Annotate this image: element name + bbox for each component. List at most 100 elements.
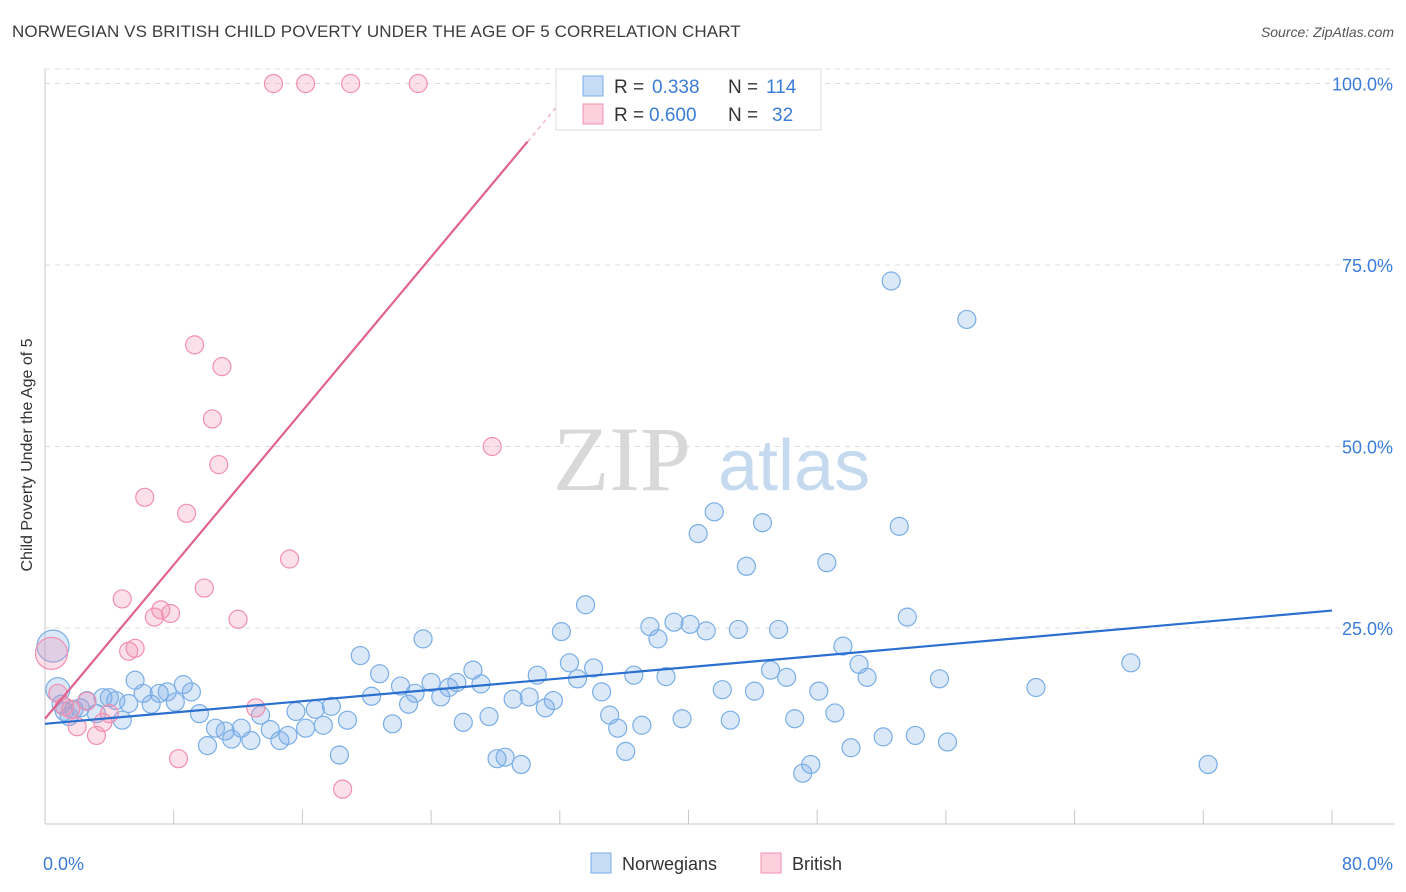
- point-british: [160, 603, 181, 624]
- point-norwegian: [648, 629, 668, 649]
- trend-line-norwegians: [44, 609, 1333, 725]
- point-norwegian: [857, 667, 877, 687]
- point-norwegian: [197, 735, 218, 756]
- point-british: [185, 335, 205, 355]
- point-british: [77, 691, 97, 711]
- point-norwegian: [543, 690, 563, 711]
- point-norwegian: [696, 621, 716, 641]
- point-norwegian: [421, 672, 441, 693]
- watermark-zip: ZIP: [553, 408, 691, 510]
- point-norwegian: [222, 729, 242, 749]
- point-norwegian: [583, 658, 604, 678]
- series-legend-swatch-british[interactable]: [760, 852, 782, 874]
- trend-lines: [44, 75, 1333, 725]
- point-norwegian: [487, 749, 507, 769]
- y-tick-label: 50.0%: [1342, 438, 1393, 458]
- point-norwegian: [286, 701, 306, 722]
- x-tick-label: 0.0%: [43, 854, 84, 874]
- watermark-atlas: atlas: [718, 426, 870, 506]
- point-british: [99, 704, 119, 724]
- point-british: [408, 73, 428, 94]
- point-norwegian: [296, 718, 316, 738]
- point-norwegian: [704, 502, 724, 522]
- point-norwegian: [321, 696, 341, 716]
- point-norwegian: [873, 727, 893, 747]
- point-norwegian: [817, 553, 837, 573]
- point-norwegian: [479, 706, 499, 727]
- point-british: [151, 600, 171, 620]
- point-norwegian: [519, 687, 539, 707]
- point-norwegian: [744, 681, 765, 701]
- point-british: [246, 698, 266, 718]
- point-norwegian: [181, 682, 201, 702]
- point-british: [333, 779, 353, 799]
- point-norwegian: [313, 715, 333, 735]
- legend-r-value: 0.338: [652, 77, 700, 98]
- point-norwegian: [957, 309, 977, 330]
- point-british: [144, 607, 164, 627]
- legend-n-value: 114: [766, 77, 797, 98]
- point-norwegian: [382, 714, 403, 734]
- legend-n-value: 32: [772, 105, 793, 126]
- point-norwegian: [624, 665, 644, 685]
- point-british: [168, 749, 189, 769]
- point-norwegian: [398, 694, 419, 714]
- point-british: [112, 589, 132, 609]
- point-british: [212, 357, 232, 377]
- legend-n-label: N =: [728, 77, 758, 98]
- tick-labels: 25.0% 50.0% 75.0% 100.0% 0.0% 80.0%: [43, 75, 1393, 874]
- point-norwegian: [559, 653, 580, 673]
- point-norwegian: [768, 619, 789, 640]
- point-norwegian: [841, 738, 861, 758]
- source-label: Source: ZipAtlas.com: [1260, 24, 1394, 40]
- point-norwegian: [173, 675, 193, 695]
- point-norwegian: [905, 725, 925, 746]
- point-norwegian: [1198, 754, 1218, 775]
- point-norwegian: [1121, 653, 1141, 673]
- point-norwegian: [688, 524, 708, 544]
- point-norwegian: [728, 619, 748, 640]
- point-norwegian: [511, 754, 531, 775]
- point-norwegian: [680, 614, 700, 634]
- point-norwegian: [215, 721, 235, 741]
- point-norwegian: [350, 645, 370, 666]
- x-tick-label: 80.0%: [1342, 854, 1393, 874]
- point-norwegian: [937, 732, 958, 752]
- point-norwegian: [413, 629, 433, 649]
- point-norwegian: [133, 683, 153, 703]
- point-norwegian: [278, 725, 298, 746]
- axes: [44, 69, 1395, 825]
- series-legend-label-british[interactable]: British: [792, 854, 842, 874]
- point-norwegian: [897, 607, 917, 627]
- point-british: [263, 73, 284, 94]
- point-norwegian: [833, 636, 853, 656]
- point-norwegian: [157, 682, 177, 702]
- series-legend: Norwegians British: [590, 852, 842, 874]
- point-norwegian: [801, 754, 821, 775]
- point-norwegian: [616, 741, 636, 762]
- point-norwegian: [337, 710, 358, 730]
- point-norwegian: [329, 745, 350, 765]
- point-norwegian: [567, 669, 588, 689]
- point-british: [194, 578, 214, 598]
- gridlines: [45, 68, 1395, 629]
- legend-swatch-british: [582, 103, 604, 125]
- point-norwegian: [881, 271, 901, 291]
- series-legend-swatch-norwegians[interactable]: [590, 852, 612, 874]
- point-norwegian: [760, 660, 781, 680]
- point-british: [482, 436, 502, 457]
- legend-r-label: R =: [614, 105, 644, 126]
- series-legend-label-norwegians[interactable]: Norwegians: [622, 854, 717, 874]
- legend-swatch-norwegians: [582, 75, 604, 97]
- point-norwegian: [777, 667, 797, 687]
- point-british: [296, 73, 316, 94]
- point-norwegian: [929, 669, 950, 689]
- point-norwegian: [825, 703, 845, 723]
- y-tick-label: 25.0%: [1342, 619, 1393, 639]
- point-norwegian: [495, 747, 515, 767]
- y-tick-label: 75.0%: [1342, 256, 1393, 276]
- point-norwegian: [189, 704, 210, 724]
- point-norwegian: [370, 664, 390, 684]
- point-norwegian: [809, 681, 829, 701]
